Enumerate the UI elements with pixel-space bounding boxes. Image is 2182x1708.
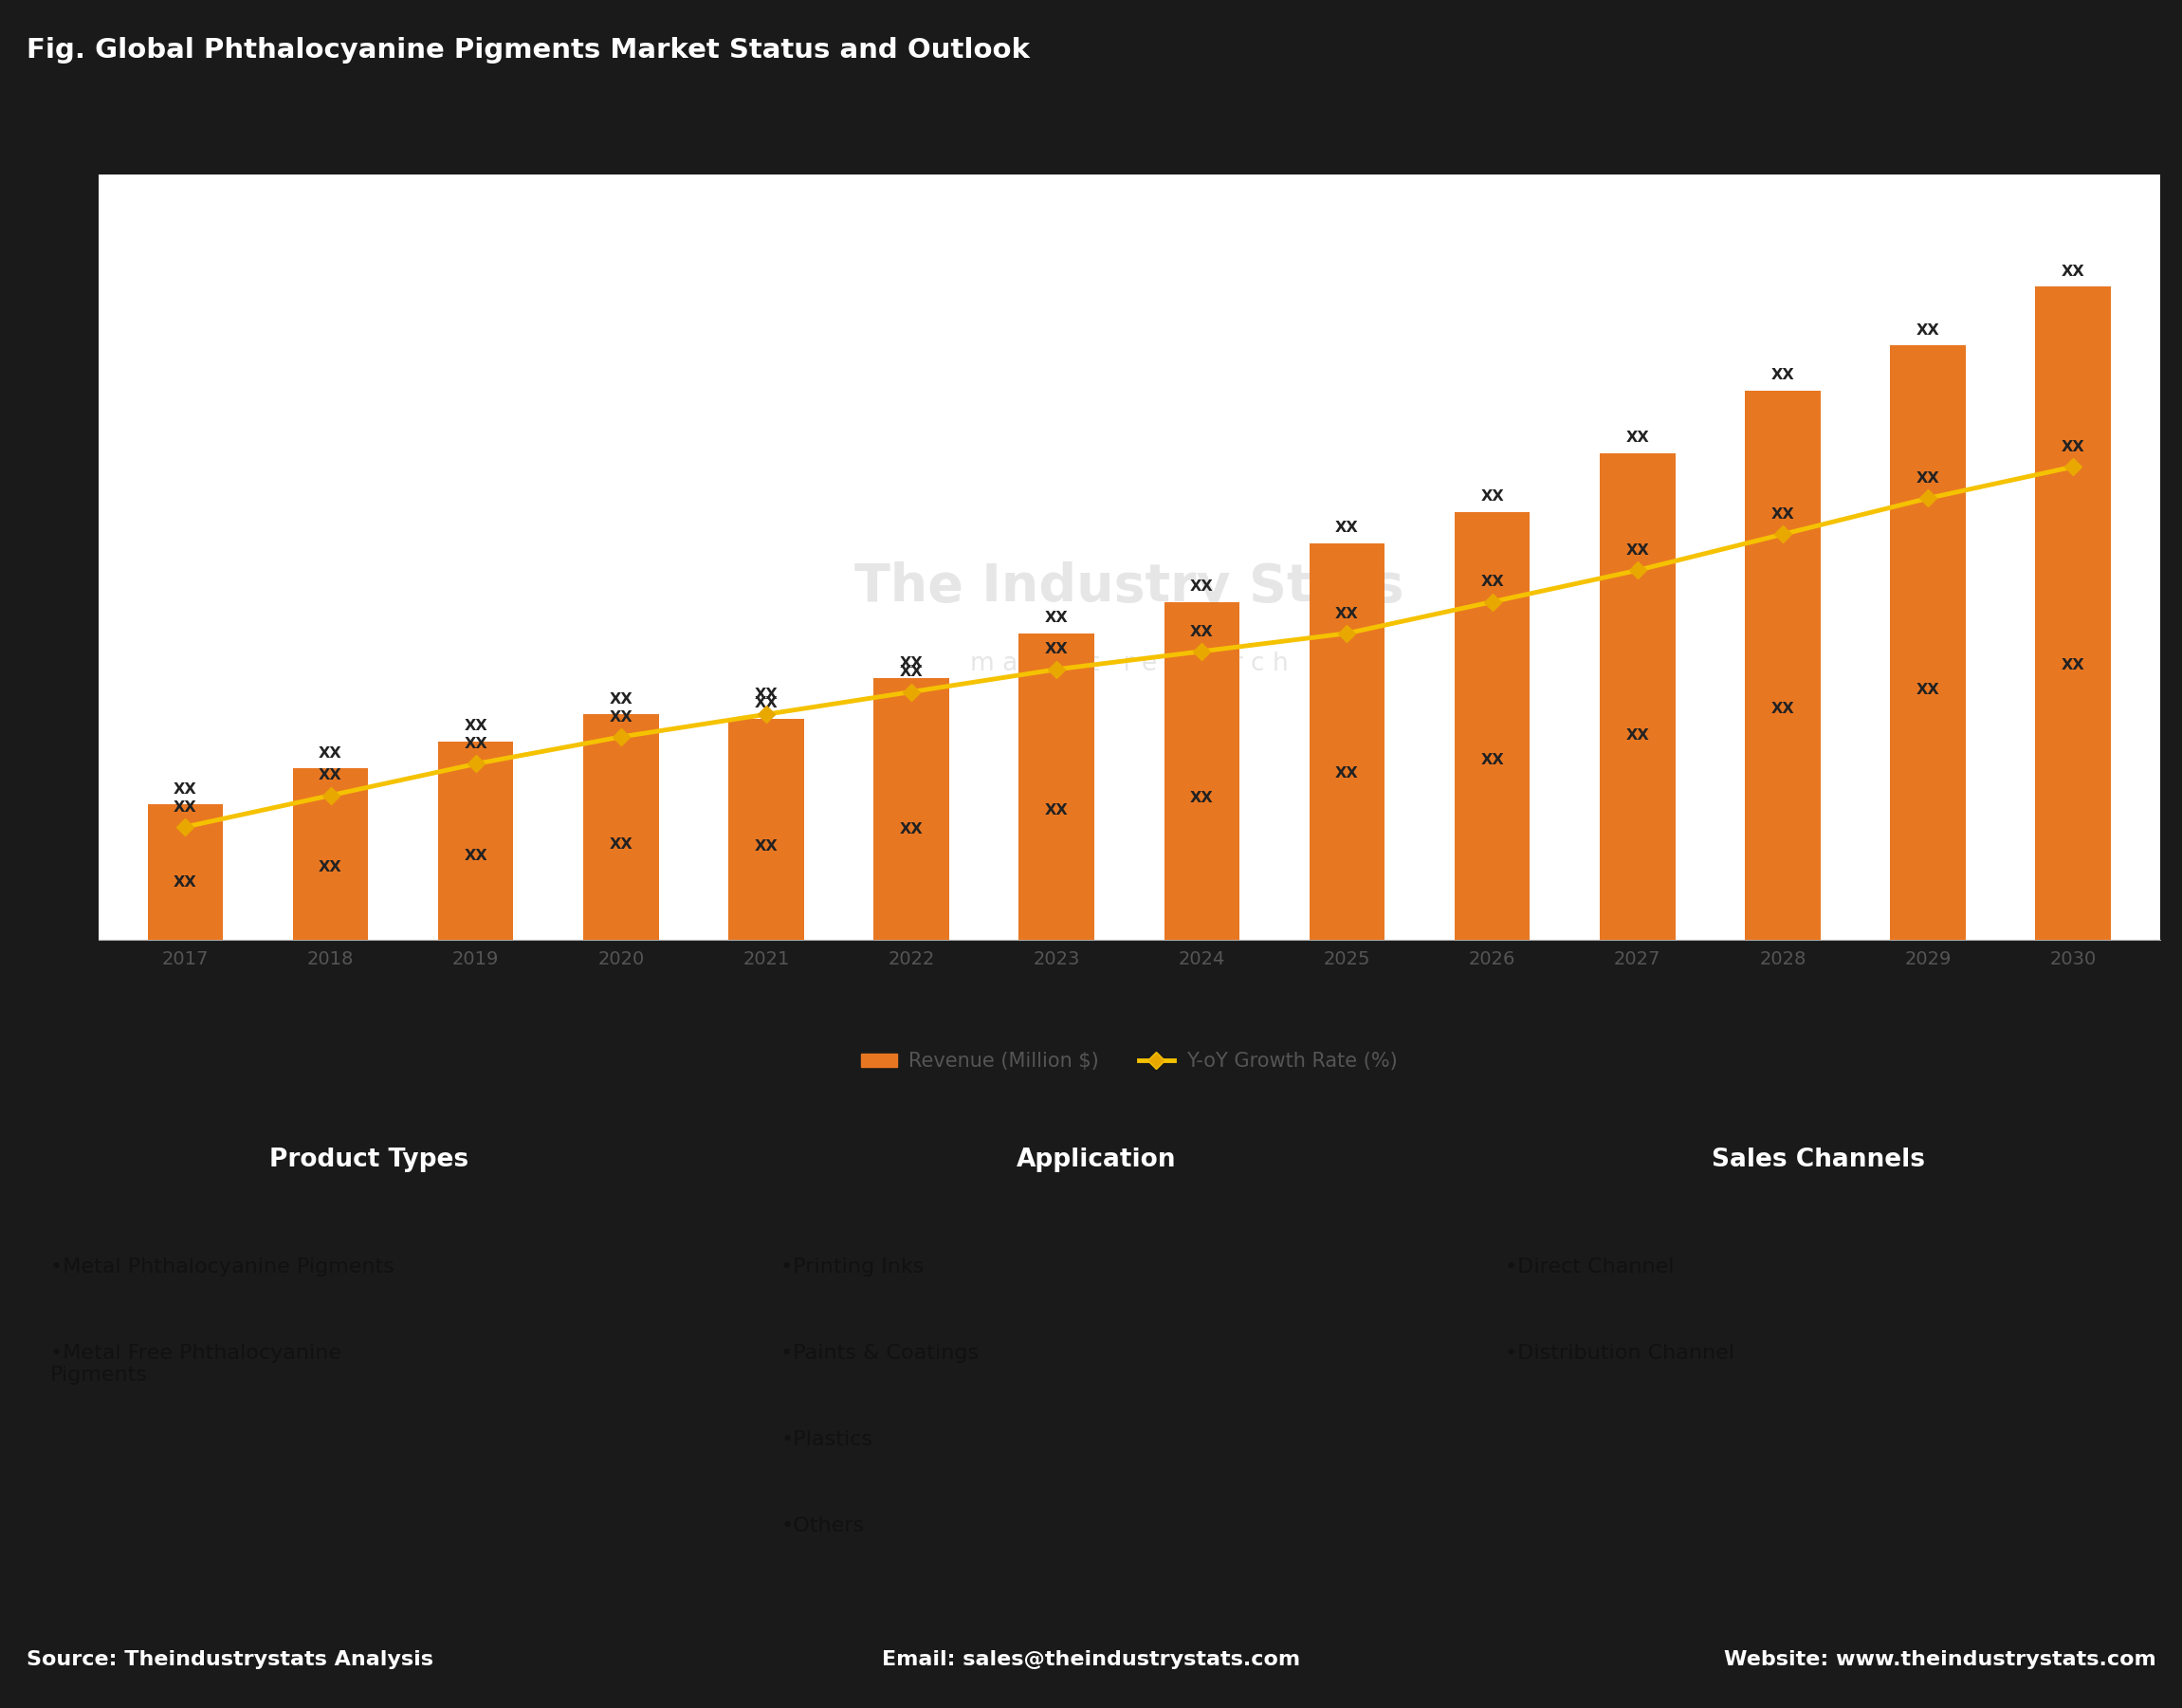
- Text: XX: XX: [899, 823, 923, 837]
- Text: XX: XX: [319, 769, 343, 782]
- Text: XX: XX: [1335, 765, 1359, 781]
- Text: •Plastics: •Plastics: [781, 1430, 873, 1448]
- Text: XX: XX: [609, 837, 633, 852]
- Text: •Distribution Channel: •Distribution Channel: [1506, 1344, 1735, 1363]
- Bar: [1599, 453, 1676, 939]
- Text: Sales Channels: Sales Channels: [1713, 1148, 1925, 1172]
- Text: •Metal Phthalocyanine Pigments: •Metal Phthalocyanine Pigments: [50, 1257, 395, 1276]
- Y-oY Growth Rate (%): [1916, 488, 1942, 509]
- Text: XX: XX: [1335, 521, 1359, 535]
- Text: XX: XX: [465, 738, 487, 752]
- Bar: [873, 678, 949, 939]
- Y-oY Growth Rate (%): [1189, 640, 1215, 661]
- Bar: [1890, 345, 1966, 939]
- Text: XX: XX: [1772, 702, 1794, 716]
- Bar: [1019, 634, 1095, 939]
- Bar: [1746, 389, 1820, 939]
- Text: XX: XX: [465, 849, 487, 863]
- Bar: [1455, 512, 1530, 939]
- Y-oY Growth Rate (%): [316, 786, 343, 806]
- Text: XX: XX: [1045, 804, 1069, 818]
- Legend: Revenue (Million $), Y-oY Growth Rate (%): Revenue (Million $), Y-oY Growth Rate (%…: [853, 1044, 1405, 1079]
- Text: •Direct Channel: •Direct Channel: [1506, 1257, 1674, 1276]
- Text: XX: XX: [1626, 728, 1650, 743]
- Text: XX: XX: [1479, 753, 1503, 767]
- Text: •Others: •Others: [781, 1517, 864, 1535]
- Text: XX: XX: [1045, 642, 1069, 658]
- Text: Website: www.theindustrystats.com: Website: www.theindustrystats.com: [1724, 1650, 2156, 1669]
- Y-oY Growth Rate (%): [1479, 591, 1506, 611]
- Y-oY Growth Rate (%): [172, 816, 199, 837]
- Y-oY Growth Rate (%): [1623, 560, 1650, 581]
- Text: XX: XX: [1189, 579, 1213, 594]
- Text: Email: sales@theindustrystats.com: Email: sales@theindustrystats.com: [882, 1650, 1300, 1669]
- Text: •Printing Inks: •Printing Inks: [781, 1257, 925, 1276]
- Text: XX: XX: [609, 692, 633, 705]
- Text: XX: XX: [1916, 471, 1940, 485]
- Bar: [1309, 543, 1386, 939]
- Text: XX: XX: [2062, 265, 2084, 278]
- Bar: [583, 714, 659, 939]
- Y-oY Growth Rate (%): [1333, 623, 1359, 644]
- Bar: [148, 804, 223, 939]
- Text: XX: XX: [2062, 441, 2084, 454]
- Text: XX: XX: [175, 876, 196, 890]
- Text: XX: XX: [899, 656, 923, 670]
- Y-oY Growth Rate (%): [753, 704, 779, 724]
- Text: XX: XX: [899, 664, 923, 680]
- Text: XX: XX: [755, 688, 779, 702]
- Text: XX: XX: [1335, 606, 1359, 620]
- Text: XX: XX: [465, 719, 487, 733]
- Line: Y-oY Growth Rate (%): Y-oY Growth Rate (%): [179, 461, 2079, 834]
- Y-oY Growth Rate (%): [1043, 659, 1069, 680]
- Text: XX: XX: [1916, 683, 1940, 697]
- Text: XX: XX: [1772, 507, 1794, 521]
- Bar: [439, 741, 513, 939]
- Text: XX: XX: [2062, 658, 2084, 673]
- Text: The Industry Stats: The Industry Stats: [855, 562, 1403, 613]
- Text: XX: XX: [319, 861, 343, 874]
- Text: XX: XX: [1479, 490, 1503, 504]
- Bar: [729, 719, 803, 939]
- Text: XX: XX: [755, 697, 779, 711]
- Text: XX: XX: [319, 746, 343, 760]
- Text: XX: XX: [1189, 791, 1213, 804]
- Text: Product Types: Product Types: [268, 1148, 469, 1172]
- Y-oY Growth Rate (%): [2060, 456, 2086, 477]
- Text: XX: XX: [1189, 625, 1213, 639]
- Bar: [292, 769, 369, 939]
- Text: XX: XX: [1626, 543, 1650, 559]
- Text: Fig. Global Phthalocyanine Pigments Market Status and Outlook: Fig. Global Phthalocyanine Pigments Mark…: [26, 38, 1030, 63]
- Text: m a r k e t   r e s e a r c h: m a r k e t r e s e a r c h: [971, 652, 1287, 676]
- Y-oY Growth Rate (%): [1770, 524, 1796, 545]
- Text: XX: XX: [1916, 323, 1940, 336]
- Y-oY Growth Rate (%): [609, 726, 635, 746]
- Text: •Metal Free Phthalocyanine
Pigments: •Metal Free Phthalocyanine Pigments: [50, 1344, 340, 1385]
- Text: XX: XX: [755, 840, 779, 854]
- Text: XX: XX: [1772, 367, 1794, 383]
- Text: XX: XX: [1626, 430, 1650, 446]
- Bar: [2036, 287, 2110, 939]
- Text: •Paints & Coatings: •Paints & Coatings: [781, 1344, 980, 1363]
- Text: XX: XX: [609, 711, 633, 724]
- Text: Application: Application: [1017, 1148, 1176, 1172]
- Text: XX: XX: [175, 782, 196, 796]
- Y-oY Growth Rate (%): [899, 681, 925, 702]
- Y-oY Growth Rate (%): [463, 753, 489, 774]
- Text: XX: XX: [175, 799, 196, 815]
- Bar: [1163, 601, 1239, 939]
- Text: XX: XX: [1045, 611, 1069, 625]
- Text: XX: XX: [1479, 576, 1503, 589]
- Text: Source: Theindustrystats Analysis: Source: Theindustrystats Analysis: [26, 1650, 432, 1669]
